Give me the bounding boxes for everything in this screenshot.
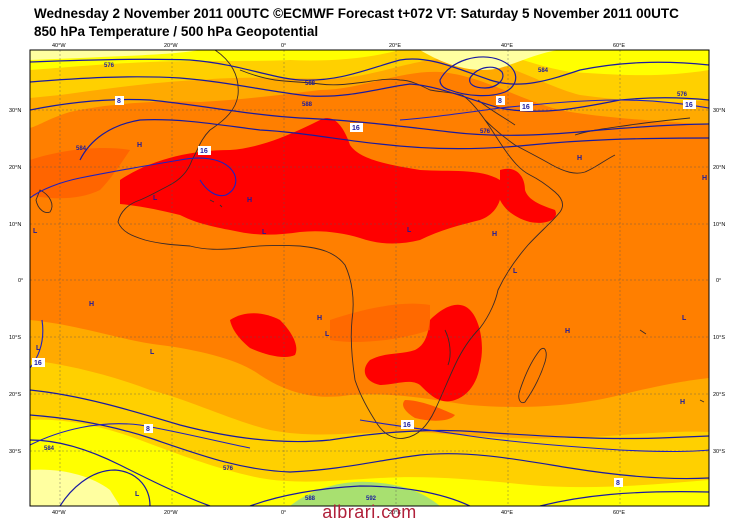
high-pressure-marker: H bbox=[680, 399, 685, 406]
chart-title: Wednesday 2 November 2011 00UTC ©ECMWF F… bbox=[34, 6, 679, 21]
label-box: 16 bbox=[32, 358, 45, 367]
lon-label: 60°E bbox=[613, 510, 625, 516]
label-box: 16 bbox=[683, 100, 696, 109]
lat-label: 30°S bbox=[9, 449, 21, 455]
lon-label: 20°E bbox=[389, 43, 401, 49]
lon-label: 60°E bbox=[613, 43, 625, 49]
contour-label-576: 576 bbox=[223, 466, 234, 472]
temp-label: 16 bbox=[403, 422, 411, 429]
lon-label: 20°E bbox=[389, 510, 401, 516]
latitude-labels-left: 30°N 20°N 10°N 0° 10°S 20°S 30°S bbox=[9, 108, 23, 455]
label-box: 16 bbox=[198, 146, 211, 155]
high-pressure-marker: H bbox=[577, 155, 582, 162]
temp-label: 16 bbox=[685, 102, 693, 109]
lat-label: 30°N bbox=[9, 108, 21, 114]
lat-label: 20°N bbox=[713, 165, 725, 171]
low-pressure-marker: L bbox=[262, 229, 267, 236]
contour-label-584: 584 bbox=[44, 446, 55, 452]
temp-label: 8 bbox=[146, 426, 150, 433]
lat-label: 10°S bbox=[713, 335, 725, 341]
label-box: 8 bbox=[144, 424, 153, 433]
lat-label: 10°N bbox=[713, 222, 725, 228]
lon-label: 20°W bbox=[164, 510, 178, 516]
lat-label: 20°N bbox=[9, 165, 21, 171]
graticule bbox=[30, 50, 709, 506]
label-box: 16 bbox=[401, 420, 414, 429]
high-pressure-marker: H bbox=[317, 315, 322, 322]
lat-label: 20°S bbox=[9, 392, 21, 398]
coastlines bbox=[35, 50, 705, 439]
lon-label: 0° bbox=[281, 510, 286, 516]
pressure-centers: H H H H H H H L L L L L L L L L H H L bbox=[33, 142, 707, 498]
lon-label: 40°W bbox=[52, 43, 66, 49]
label-box: 16 bbox=[520, 102, 533, 111]
contour-label-584: 588 bbox=[305, 81, 316, 87]
contour-label-576: 576 bbox=[104, 63, 115, 69]
chart-subtitle: 850 hPa Temperature / 500 hPa Geopotenti… bbox=[34, 24, 319, 39]
geopotential-contours bbox=[30, 56, 709, 506]
lat-label: 20°S bbox=[713, 392, 725, 398]
high-pressure-marker: H bbox=[247, 197, 252, 204]
low-pressure-marker: L bbox=[153, 195, 158, 202]
contour-label-584: 584 bbox=[538, 68, 549, 74]
low-pressure-marker: L bbox=[407, 227, 412, 234]
low-pressure-marker: L bbox=[36, 345, 41, 352]
latitude-labels-right: 30°N 20°N 10°N 0° 10°S 20°S 30°S bbox=[713, 108, 725, 455]
lat-label: 30°S bbox=[713, 449, 725, 455]
label-box: 16 bbox=[350, 123, 363, 132]
site-watermark: albrari.com bbox=[322, 502, 417, 522]
temp-label: 8 bbox=[616, 480, 620, 487]
low-pressure-marker: L bbox=[150, 349, 155, 356]
temp-label: 8 bbox=[498, 98, 502, 105]
temp-label: 16 bbox=[200, 148, 208, 155]
contour-label-588: 584 bbox=[76, 146, 87, 152]
lon-label: 0° bbox=[281, 43, 286, 49]
high-pressure-marker: H bbox=[702, 175, 707, 182]
lat-label: 30°N bbox=[713, 108, 725, 114]
low-pressure-marker: L bbox=[325, 331, 330, 338]
lon-label: 20°W bbox=[164, 43, 178, 49]
contour-label-576: 576 bbox=[677, 92, 688, 98]
map-frame bbox=[29, 49, 710, 507]
lon-label: 40°E bbox=[501, 43, 513, 49]
contour-label-588: 588 bbox=[305, 496, 316, 502]
temp-label: 8 bbox=[117, 98, 121, 105]
lat-label: 10°S bbox=[9, 335, 21, 341]
temp-label: 16 bbox=[522, 104, 530, 111]
high-pressure-marker: H bbox=[137, 142, 142, 149]
lat-label: 10°N bbox=[9, 222, 21, 228]
longitude-labels-top: 40°W 20°W 0° 20°E 40°E 60°E bbox=[52, 43, 625, 49]
low-pressure-marker: L bbox=[513, 268, 518, 275]
lat-label: 0° bbox=[716, 278, 721, 284]
contour-labels: 576 584 588 588 584 576 576 584 592 588 … bbox=[44, 63, 688, 502]
low-pressure-marker: L bbox=[682, 315, 687, 322]
label-box: 8 bbox=[496, 96, 505, 105]
low-pressure-marker: L bbox=[135, 491, 140, 498]
high-pressure-marker: H bbox=[492, 231, 497, 238]
contour-label-588: 588 bbox=[302, 102, 313, 108]
low-pressure-marker: L bbox=[33, 228, 38, 235]
temp-label: 16 bbox=[352, 125, 360, 132]
longitude-labels-bottom: 40°W 20°W 0° 20°E 40°E 60°E bbox=[52, 510, 625, 516]
label-box: 8 bbox=[115, 96, 124, 105]
high-pressure-marker: H bbox=[565, 328, 570, 335]
contour-label-592: 592 bbox=[366, 496, 377, 502]
temperature-labels: 8 16 16 16 16 8 16 16 8 8 bbox=[32, 96, 696, 487]
temperature-field bbox=[30, 50, 709, 506]
contour-label-576: 576 bbox=[480, 129, 491, 135]
temp-label: 16 bbox=[34, 360, 42, 367]
lat-label: 0° bbox=[18, 278, 23, 284]
high-pressure-marker: H bbox=[89, 301, 94, 308]
lon-label: 40°E bbox=[501, 510, 513, 516]
lon-label: 40°W bbox=[52, 510, 66, 516]
label-box: 8 bbox=[614, 478, 623, 487]
